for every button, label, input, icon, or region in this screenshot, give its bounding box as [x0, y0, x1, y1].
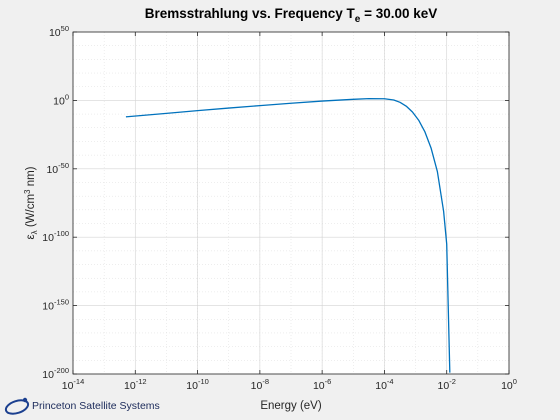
- chart-title: Bremsstrahlung vs. Frequency Te = 30.00 …: [145, 6, 438, 25]
- y-tick-label: 1050: [49, 24, 69, 39]
- x-tick-label: 10-10: [186, 377, 209, 392]
- axis-ticks: [72, 31, 510, 375]
- y-tick-label: 10-200: [42, 366, 69, 381]
- y-axis-label: ελ (W/cm3 nm): [23, 166, 39, 239]
- y-label-subscript: λ: [30, 230, 39, 234]
- x-tick-label: 100: [501, 377, 517, 392]
- company-logo: Princeton Satellite Systems: [4, 395, 160, 417]
- x-tick-label: 10-6: [313, 377, 331, 392]
- x-tick-label: 10-14: [62, 377, 85, 392]
- x-tick-label: 10-2: [438, 377, 456, 392]
- company-name: Princeton Satellite Systems: [32, 400, 160, 412]
- x-tick-label: 10-8: [251, 377, 269, 392]
- y-label-unit-suffix: nm): [25, 166, 37, 189]
- y-tick-label: 10-150: [42, 298, 69, 313]
- x-tick-label: 10-12: [124, 377, 147, 392]
- emissivity-series-line: [125, 97, 451, 373]
- x-tick-labels: 10-14 10-12 10-10 10-8 10-6 10-4 10-2 100: [62, 377, 517, 392]
- title-main: Bremsstrahlung vs. Frequency T: [145, 6, 356, 21]
- y-tick-label: 100: [53, 92, 69, 107]
- y-tick-labels: 10-200 10-150 10-100 10-50 100 1050: [42, 24, 69, 381]
- y-label-symbol: ε: [25, 234, 37, 239]
- satellite-orbit-icon: [4, 397, 30, 415]
- title-subscript: e: [355, 14, 361, 25]
- title-suffix: = 30.00 keV: [360, 6, 437, 21]
- x-tick-label: 10-4: [375, 377, 393, 392]
- x-axis-label: Energy (eV): [260, 400, 322, 412]
- y-tick-label: 10-50: [46, 161, 69, 176]
- y-label-unit-prefix: (W/cm: [25, 194, 37, 230]
- y-tick-label: 10-100: [42, 229, 69, 244]
- axes-box: [72, 31, 510, 375]
- y-label-unit-sup: 3: [23, 189, 32, 194]
